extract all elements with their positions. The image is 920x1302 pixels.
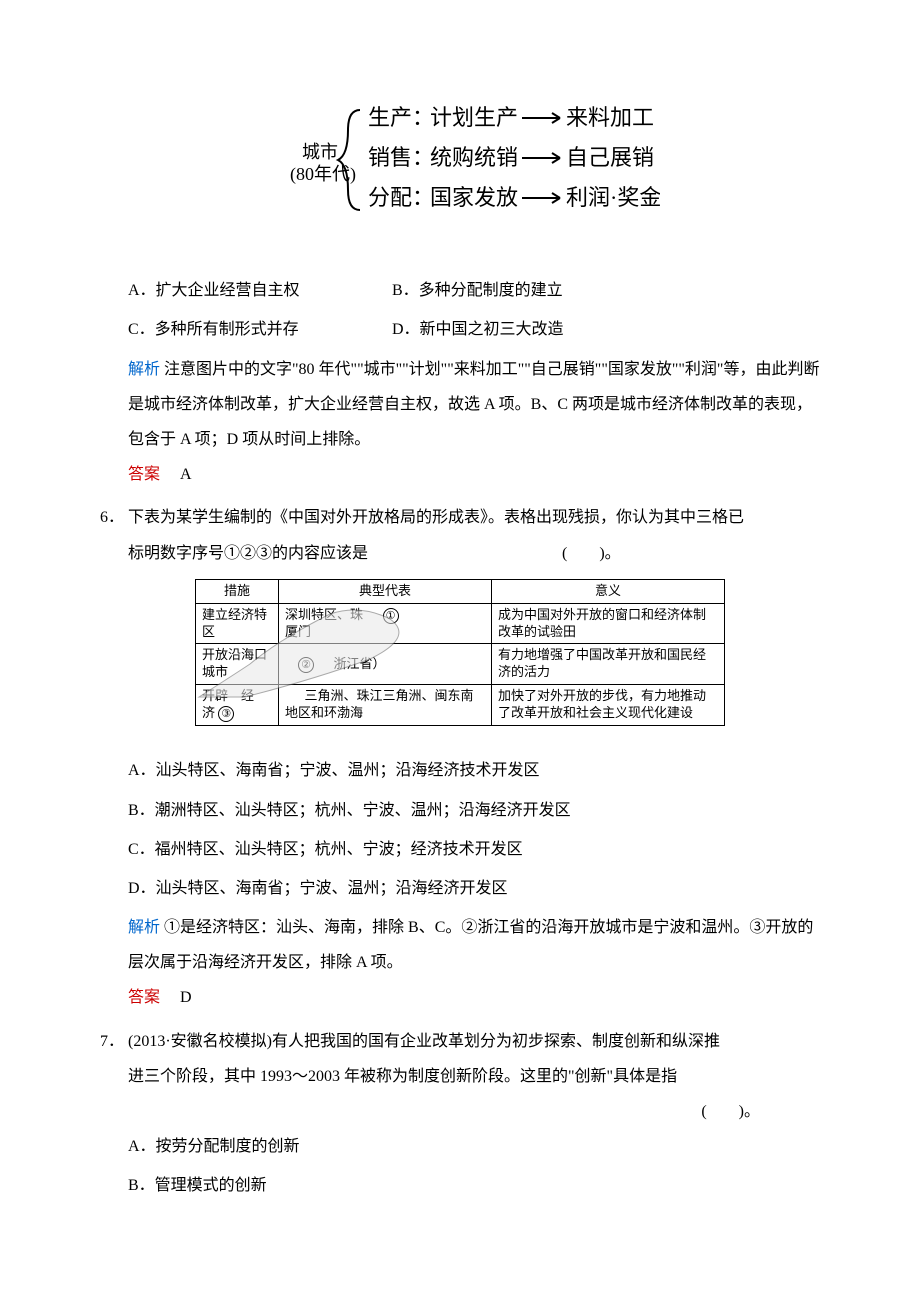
q6-r3c3: 加快了对外开放的步伐，有力地推动了改革开放和社会主义现代化建设 xyxy=(492,685,725,726)
q6-number: 6． xyxy=(100,500,128,570)
q5-option-c: C．多种所有制形式并存 xyxy=(128,312,388,347)
q6-option-d: D．汕头特区、海南省；宁波、温州；沿海经济开发区 xyxy=(100,871,820,906)
q6-th2: 典型代表 xyxy=(279,579,492,603)
hw-row1-to: 来料加工 xyxy=(566,105,654,130)
hw-row2-from: 统购统销 xyxy=(430,145,518,170)
hw-row3-to: 利润·奖金 xyxy=(566,185,660,210)
hw-row3-label: 分配： xyxy=(368,185,434,210)
q7-stem-line1: (2013·安徽名校模拟)有人把我国的国有企业改革划分为初步探索、制度创新和纵深… xyxy=(128,1024,820,1059)
q6-option-b: B．潮洲特区、汕头特区；杭州、宁波、温州；沿海经济开发区 xyxy=(100,793,820,828)
q6-option-c: C．福州特区、汕头特区；杭州、宁波；经济技术开发区 xyxy=(100,832,820,867)
q6-r2c3: 有力地增强了中国改革开放和国民经济的活力 xyxy=(492,644,725,685)
q6-r3c2: 三角洲、珠江三角洲、闽东南地区和环渤海 xyxy=(279,685,492,726)
q6-th3: 意义 xyxy=(492,579,725,603)
q5-analysis-label: 解析 xyxy=(128,361,160,378)
q5-option-b: B．多种分配制度的建立 xyxy=(392,273,652,308)
q5-option-d: D．新中国之初三大改造 xyxy=(392,312,652,347)
q6-stem-line1: 下表为某学生编制的《中国对外开放格局的形成表》。表格出现残损，你认为其中三格已 xyxy=(128,500,820,535)
q7-paren: ( )。 xyxy=(128,1094,820,1129)
hw-left-bottom: (80年代) xyxy=(290,164,356,185)
q6-paren: ( )。 xyxy=(562,545,621,562)
q5-answer-label: 答案 xyxy=(100,466,160,483)
q5-analysis-text: 注意图片中的文字"80 年代""城市""计划""来料加工""自己展销""国家发放… xyxy=(128,361,819,448)
hw-row2-to: 自己展销 xyxy=(566,145,654,170)
q6-analysis-label: 解析 xyxy=(128,919,160,936)
q6-r1c3: 成为中国对外开放的窗口和经济体制改革的试验田 xyxy=(492,603,725,644)
q6-r1c2: 深圳特区、珠 ① 厦门 xyxy=(279,603,492,644)
q7-number: 7． xyxy=(100,1024,128,1130)
q6-answer-label: 答案 xyxy=(100,989,160,1006)
hw-left-top: 城市 xyxy=(302,142,338,162)
q6-r3c1: 开辟 经 济 ③ xyxy=(196,685,279,726)
q6-analysis-text: ①是经济特区：汕头、海南，排除 B、C。②浙江省的沿海开放城市是宁波和温州。③开… xyxy=(128,919,813,971)
hw-row1-from: 计划生产 xyxy=(430,105,518,130)
q6-stem-line2: 标明数字序号①②③的内容应该是 xyxy=(128,545,368,562)
hw-row3-from: 国家发放 xyxy=(430,185,518,210)
hw-row1-label: 生产： xyxy=(368,105,434,130)
q7-option-a: A．按劳分配制度的创新 xyxy=(100,1129,820,1164)
q6-r1c1: 建立经济特区 xyxy=(196,603,279,644)
q6-option-a: A．汕头特区、海南省；宁波、温州；沿海经济技术开发区 xyxy=(100,753,820,788)
q5-option-a: A．扩大企业经营自主权 xyxy=(128,273,388,308)
q6-table: 措施 典型代表 意义 建立经济特区 深圳特区、珠 ① 厦门 成为中国对外开放的窗… xyxy=(100,579,820,740)
q6-r2c2: ② 浙江省） xyxy=(279,644,492,685)
hw-row2-label: 销售： xyxy=(368,145,434,170)
q5-answer: A xyxy=(180,466,192,483)
q6-answer: D xyxy=(180,989,192,1006)
q7-option-b: B．管理模式的创新 xyxy=(100,1168,820,1203)
q6-r2c1: 开放沿海口城市 xyxy=(196,644,279,685)
q7-stem-line2: 进三个阶段，其中 1993～2003 年被称为制度创新阶段。这里的"创新"具体是… xyxy=(128,1059,820,1094)
q6-th1: 措施 xyxy=(196,579,279,603)
handwriting-diagram: 城市 (80年代) 生产： 计划生产 来料加工 销售： 统购统销 自己展销 分配… xyxy=(100,90,820,243)
